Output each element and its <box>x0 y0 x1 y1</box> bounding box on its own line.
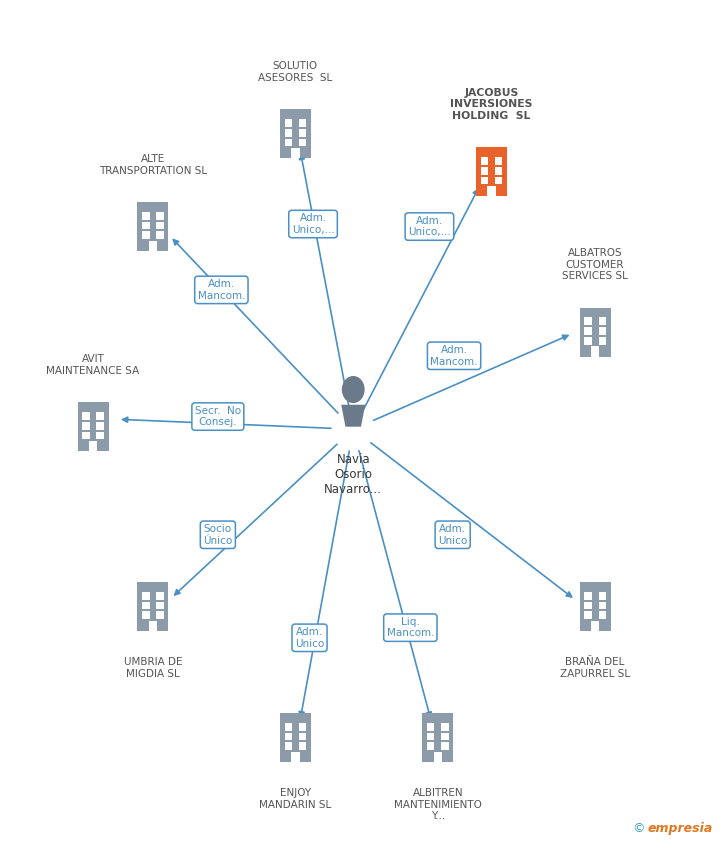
Text: Adm.
Mancom.: Adm. Mancom. <box>197 279 245 301</box>
FancyBboxPatch shape <box>157 592 164 600</box>
Text: UMBRIA DE
MIGDIA SL: UMBRIA DE MIGDIA SL <box>124 657 182 679</box>
FancyBboxPatch shape <box>138 202 168 251</box>
Text: SOLUTIO
ASESORES  SL: SOLUTIO ASESORES SL <box>258 61 333 83</box>
FancyBboxPatch shape <box>285 742 292 751</box>
FancyBboxPatch shape <box>298 139 306 146</box>
FancyBboxPatch shape <box>291 751 300 762</box>
FancyBboxPatch shape <box>585 337 592 345</box>
FancyBboxPatch shape <box>476 147 507 196</box>
Text: ©: © <box>632 823 644 836</box>
FancyBboxPatch shape <box>598 327 606 335</box>
FancyBboxPatch shape <box>298 128 306 137</box>
FancyBboxPatch shape <box>427 733 435 740</box>
FancyBboxPatch shape <box>142 592 149 600</box>
Text: Liq.
Mancom.: Liq. Mancom. <box>387 617 434 638</box>
FancyBboxPatch shape <box>495 167 502 174</box>
FancyBboxPatch shape <box>149 241 157 251</box>
FancyBboxPatch shape <box>585 317 592 326</box>
FancyBboxPatch shape <box>598 337 606 345</box>
FancyBboxPatch shape <box>291 148 300 158</box>
FancyBboxPatch shape <box>585 611 592 620</box>
FancyBboxPatch shape <box>89 441 98 451</box>
FancyBboxPatch shape <box>434 751 442 762</box>
FancyBboxPatch shape <box>285 722 292 731</box>
FancyBboxPatch shape <box>285 128 292 137</box>
FancyBboxPatch shape <box>579 308 611 357</box>
FancyBboxPatch shape <box>280 109 311 158</box>
FancyBboxPatch shape <box>280 713 311 762</box>
FancyBboxPatch shape <box>598 317 606 326</box>
FancyBboxPatch shape <box>598 602 606 609</box>
Circle shape <box>342 377 364 402</box>
FancyBboxPatch shape <box>157 231 164 240</box>
FancyBboxPatch shape <box>157 222 164 230</box>
FancyBboxPatch shape <box>585 592 592 600</box>
FancyBboxPatch shape <box>149 620 157 631</box>
Text: BRAÑA DEL
ZAPURREL SL: BRAÑA DEL ZAPURREL SL <box>560 657 630 679</box>
FancyBboxPatch shape <box>82 412 90 420</box>
Text: Secr.  No
Consej.: Secr. No Consej. <box>195 405 241 428</box>
FancyBboxPatch shape <box>487 186 496 196</box>
FancyBboxPatch shape <box>441 742 448 751</box>
FancyBboxPatch shape <box>142 611 149 620</box>
FancyBboxPatch shape <box>441 722 448 731</box>
Text: empresia: empresia <box>648 823 713 836</box>
Text: Navia
Osorio
Navarro...: Navia Osorio Navarro... <box>324 453 382 496</box>
FancyBboxPatch shape <box>298 742 306 751</box>
FancyBboxPatch shape <box>585 602 592 609</box>
Text: Socio
Único: Socio Único <box>203 524 232 546</box>
Text: Adm.
Unico,...: Adm. Unico,... <box>408 216 451 237</box>
FancyBboxPatch shape <box>585 327 592 335</box>
FancyBboxPatch shape <box>142 212 149 219</box>
FancyBboxPatch shape <box>427 742 435 751</box>
FancyBboxPatch shape <box>142 602 149 609</box>
FancyBboxPatch shape <box>298 733 306 740</box>
FancyBboxPatch shape <box>157 602 164 609</box>
FancyBboxPatch shape <box>598 592 606 600</box>
Polygon shape <box>341 405 365 427</box>
Text: Adm.
Mancom.: Adm. Mancom. <box>430 345 478 366</box>
FancyBboxPatch shape <box>480 177 488 184</box>
Text: ALBITREN
MANTENIMIENTO
Y...: ALBITREN MANTENIMIENTO Y... <box>394 788 482 821</box>
FancyBboxPatch shape <box>495 177 502 184</box>
FancyBboxPatch shape <box>157 212 164 219</box>
FancyBboxPatch shape <box>480 157 488 165</box>
FancyBboxPatch shape <box>298 722 306 731</box>
Text: ENJOY
MANDARIN SL: ENJOY MANDARIN SL <box>259 788 331 810</box>
FancyBboxPatch shape <box>579 582 611 631</box>
FancyBboxPatch shape <box>77 402 108 451</box>
FancyBboxPatch shape <box>285 139 292 146</box>
FancyBboxPatch shape <box>298 119 306 127</box>
FancyBboxPatch shape <box>285 733 292 740</box>
Text: Adm.
Unico: Adm. Unico <box>295 627 324 649</box>
FancyBboxPatch shape <box>422 713 454 762</box>
FancyBboxPatch shape <box>591 346 599 357</box>
Text: AVIT
MAINTENANCE SA: AVIT MAINTENANCE SA <box>47 354 140 376</box>
FancyBboxPatch shape <box>591 620 599 631</box>
FancyBboxPatch shape <box>598 611 606 620</box>
FancyBboxPatch shape <box>427 722 435 731</box>
FancyBboxPatch shape <box>96 432 104 439</box>
FancyBboxPatch shape <box>157 611 164 620</box>
FancyBboxPatch shape <box>285 119 292 127</box>
FancyBboxPatch shape <box>441 733 448 740</box>
FancyBboxPatch shape <box>138 582 168 631</box>
Text: ALTE
TRANSPORTATION SL: ALTE TRANSPORTATION SL <box>99 155 207 176</box>
FancyBboxPatch shape <box>82 422 90 429</box>
FancyBboxPatch shape <box>142 222 149 230</box>
FancyBboxPatch shape <box>495 157 502 165</box>
FancyBboxPatch shape <box>480 167 488 174</box>
FancyBboxPatch shape <box>82 432 90 439</box>
Text: Adm.
Unico,...: Adm. Unico,... <box>292 213 334 235</box>
FancyBboxPatch shape <box>96 412 104 420</box>
FancyBboxPatch shape <box>96 422 104 429</box>
Text: Adm.
Unico: Adm. Unico <box>438 524 467 546</box>
Text: JACOBUS
INVERSIONES
HOLDING  SL: JACOBUS INVERSIONES HOLDING SL <box>450 88 533 121</box>
Text: ALBATROS
CUSTOMER
SERVICES SL: ALBATROS CUSTOMER SERVICES SL <box>562 248 628 281</box>
FancyBboxPatch shape <box>142 231 149 240</box>
